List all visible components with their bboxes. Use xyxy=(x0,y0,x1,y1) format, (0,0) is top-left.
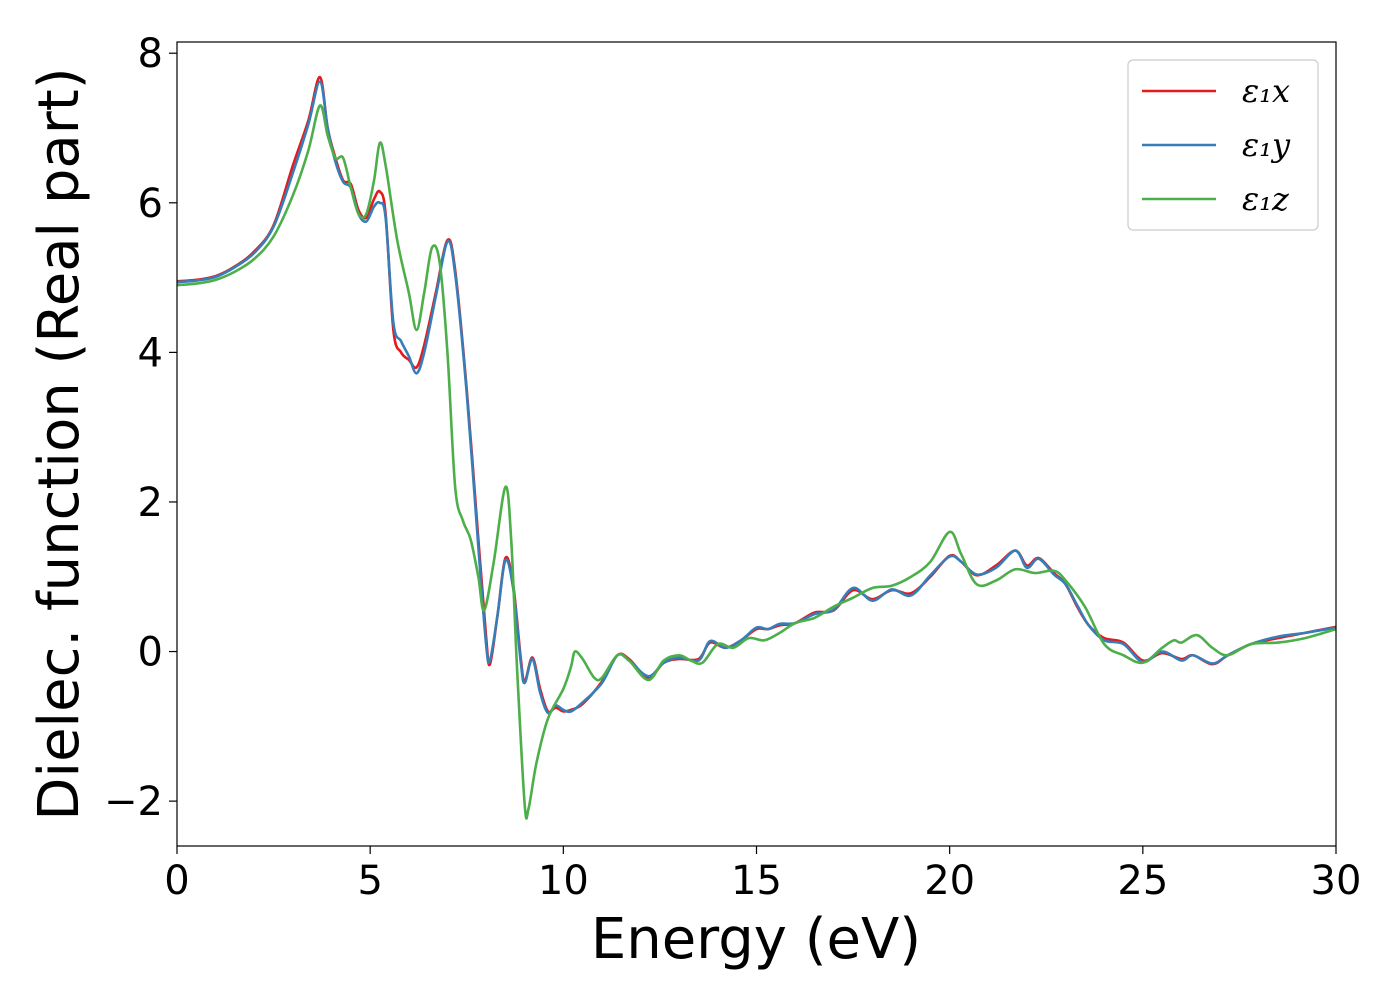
y-axis: −2 0 2 4 6 8 xyxy=(104,31,177,825)
legend-label-2: ε₁z xyxy=(1242,180,1290,218)
x-tick-label: 0 xyxy=(164,858,189,904)
legend-box xyxy=(1127,59,1319,231)
x-axis: 0 5 10 15 20 25 30 xyxy=(164,846,1361,904)
y-tick-label: 4 xyxy=(138,330,163,376)
y-tick-label: 0 xyxy=(138,630,163,676)
y-tick-label: −2 xyxy=(104,779,163,825)
series-layer xyxy=(177,75,1336,820)
x-tick-label: 30 xyxy=(1311,858,1362,904)
legend-label-1: ε₁y xyxy=(1242,126,1291,164)
legend-label-0: ε₁x xyxy=(1242,72,1290,110)
series-line-2 xyxy=(177,104,1336,820)
x-tick-label: 25 xyxy=(1117,858,1168,904)
y-tick-label: 6 xyxy=(138,181,163,227)
x-tick-label: 5 xyxy=(357,858,382,904)
x-axis-title: Energy (eV) xyxy=(591,907,921,972)
x-tick-label: 10 xyxy=(538,858,589,904)
x-tick-label: 15 xyxy=(731,858,782,904)
series-line-1 xyxy=(177,80,1336,715)
y-axis-title: Dielec. function (Real part) xyxy=(27,67,92,820)
y-tick-label: 8 xyxy=(138,31,163,77)
x-tick-label: 20 xyxy=(924,858,975,904)
legend: ε₁x ε₁y ε₁z xyxy=(1127,59,1319,231)
y-tick-label: 2 xyxy=(138,480,163,526)
